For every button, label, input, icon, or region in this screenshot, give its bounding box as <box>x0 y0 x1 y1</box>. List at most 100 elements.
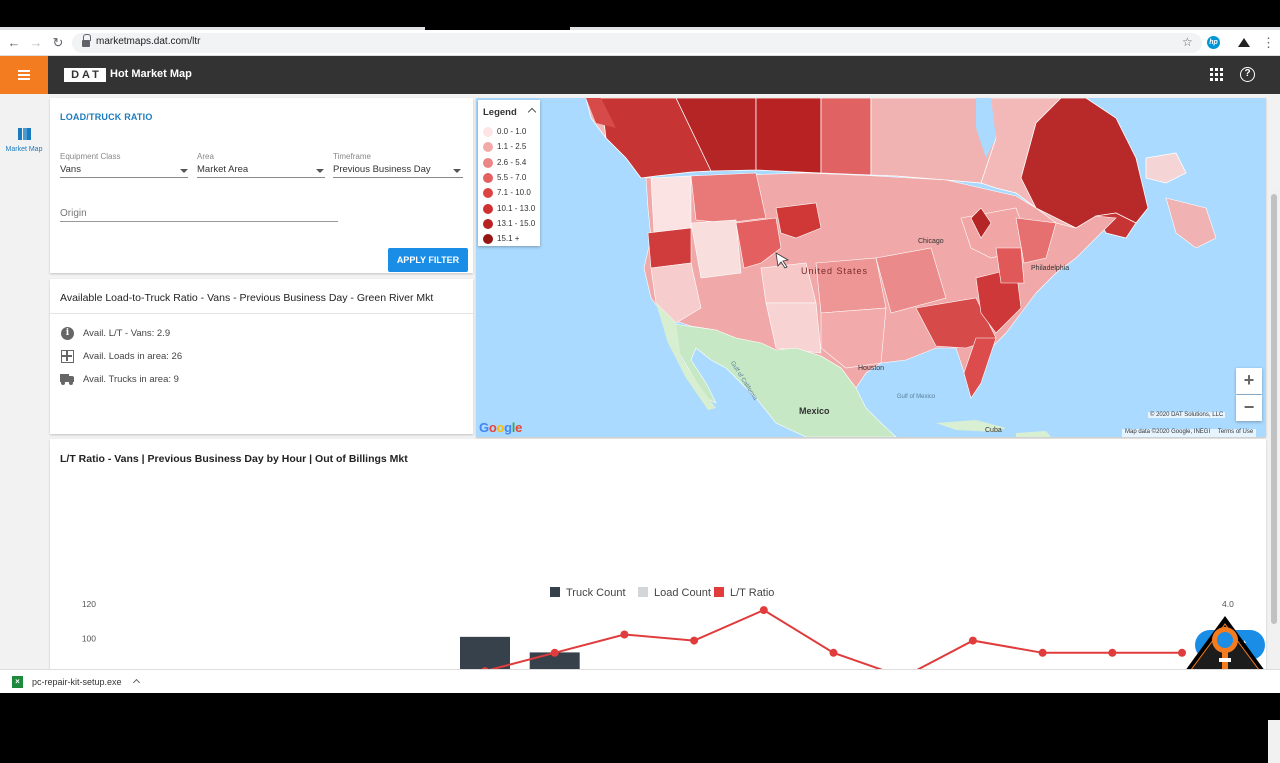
chevron-down-icon <box>453 169 461 173</box>
info-row-text: Avail. L/T - Vans: 2.9 <box>83 328 171 339</box>
forward-icon[interactable]: → <box>29 35 43 50</box>
map-label-houston: Houston <box>858 365 885 372</box>
chevron-down-icon <box>316 169 324 173</box>
scroll-thumb[interactable] <box>1271 194 1277 624</box>
chart-legend-label: Truck Count <box>566 587 626 599</box>
equipment-class-value: Vans <box>60 164 81 175</box>
section-title: LOAD/TRUCK RATIO <box>60 112 153 122</box>
info-row-text: Avail. Trucks in area: 9 <box>83 374 179 385</box>
browser-menu-icon[interactable]: ⋮ <box>1262 35 1275 50</box>
back-icon[interactable]: ← <box>7 35 21 50</box>
bar-truck-count <box>460 636 510 671</box>
legend-label: 1.1 - 2.5 <box>497 142 527 152</box>
menu-button[interactable] <box>0 56 48 94</box>
legend-label: 2.6 - 5.4 <box>497 157 527 167</box>
map-canvas[interactable] <box>476 98 1266 437</box>
hamburger-icon <box>18 70 30 72</box>
legend-label: 7.1 - 10.0 <box>497 188 531 198</box>
lt-ratio-point <box>968 636 977 645</box>
reload-icon[interactable]: ↻ <box>52 35 64 50</box>
apps-grid-icon[interactable] <box>1210 68 1224 82</box>
divider <box>50 313 473 314</box>
screen-bottom-edge <box>0 693 1280 720</box>
field-underline <box>333 177 463 178</box>
zoom-in-button[interactable]: + <box>1236 368 1262 394</box>
chevron-up-icon[interactable] <box>527 107 537 117</box>
dat-logo: DAT <box>64 68 106 82</box>
legend-swatch <box>483 188 493 199</box>
field-underline <box>60 177 188 178</box>
legend-swatch <box>483 203 493 214</box>
y2-tick-label: 4.0 <box>1222 599 1234 609</box>
download-filename[interactable]: pc-repair-kit-setup.exe <box>32 677 122 687</box>
lt-ratio-point <box>550 648 559 657</box>
chart-legend-label: L/T Ratio <box>730 587 774 599</box>
timeframe-label: Timeframe <box>333 152 371 161</box>
origin-input[interactable] <box>60 206 338 222</box>
cursor-icon <box>775 252 790 269</box>
lt-ratio-point <box>620 630 629 639</box>
hp-extension-icon[interactable]: hp <box>1207 36 1220 49</box>
y-tick-label: 120 <box>82 599 96 609</box>
chevron-up-icon[interactable] <box>132 678 141 687</box>
truck-icon <box>60 374 75 385</box>
page-scrollbar[interactable] <box>1268 188 1280 763</box>
chart-legend-swatch <box>638 587 648 597</box>
browser-tab[interactable] <box>0 27 425 30</box>
ratio-info-card: Available Load-to-Truck Ratio - Vans - P… <box>50 279 473 434</box>
channel-watermark-logo <box>1174 616 1276 686</box>
map-label-philadelphia: Philadelphia <box>1031 265 1070 272</box>
info-icon: i <box>61 327 74 340</box>
info-row-text: Avail. Loads in area: 26 <box>83 351 183 362</box>
terms-link[interactable]: Terms of Use <box>1217 429 1254 435</box>
hamburger-icon-line <box>18 74 30 76</box>
legend-label: 15.1 + <box>497 234 520 244</box>
legend-label: 5.5 - 7.0 <box>497 172 527 182</box>
lt-ratio-point <box>690 636 699 645</box>
url-text: marketmaps.dat.com/ltr <box>96 36 201 47</box>
field-underline <box>197 177 325 178</box>
equipment-class-label: Equipment Class <box>60 152 121 161</box>
lt-ratio-point <box>829 648 838 657</box>
map-label-us: United States <box>801 266 869 276</box>
legend-label: 13.1 - 15.0 <box>497 218 536 228</box>
map-label-cuba: Cuba <box>985 427 1002 434</box>
apply-filter-button[interactable]: APPLY FILTER <box>388 248 468 272</box>
filter-card: LOAD/TRUCK RATIO Equipment Class Vans Ar… <box>50 98 473 273</box>
area-label: Area <box>197 152 214 161</box>
address-bar[interactable]: marketmaps.dat.com/ltr <box>72 33 1202 53</box>
google-logo: Google <box>479 420 523 435</box>
chart-legend-swatch <box>550 587 560 597</box>
map-label-chicago: Chicago <box>918 238 944 245</box>
extension-icon[interactable] <box>1238 38 1250 47</box>
file-icon: × <box>12 676 23 688</box>
map-legend: Legend 0.0 - 1.0 1.1 - 2.5 2.6 - 5.4 5.5 - … <box>478 100 540 246</box>
market-map[interactable]: Legend 0.0 - 1.0 1.1 - 2.5 2.6 - 5.4 5.5 - … <box>476 98 1266 437</box>
browser-tab[interactable] <box>570 27 1280 30</box>
zoom-out-button[interactable]: − <box>1236 395 1262 421</box>
legend-swatch <box>483 157 493 168</box>
chart-title: L/T Ratio - Vans | Previous Business Day… <box>60 453 408 465</box>
map-copyright: © 2020 DAT Solutions, LLC <box>1148 412 1226 418</box>
chart-card: L/T Ratio - Vans | Previous Business Day… <box>50 439 1266 671</box>
grid-icon <box>61 350 74 363</box>
lt-ratio-point <box>1038 648 1047 657</box>
y-tick-label: 100 <box>82 634 96 644</box>
hamburger-icon-line <box>18 78 30 80</box>
lt-ratio-point <box>759 606 768 615</box>
app-header: DAT Hot Market Map ? <box>0 56 1280 94</box>
legend-swatch <box>483 172 493 183</box>
help-icon[interactable]: ? <box>1240 67 1255 82</box>
lt-ratio-line <box>483 608 1182 671</box>
rail-item-label: Market Map <box>5 146 43 153</box>
download-bar: × pc-repair-kit-setup.exe <box>0 669 1280 693</box>
legend-swatch <box>483 234 493 245</box>
chart-legend-swatch <box>714 587 724 597</box>
chart-legend-label: Load Count <box>654 587 711 599</box>
lock-icon <box>82 34 91 47</box>
legend-swatch <box>483 127 493 137</box>
bookmark-star-icon[interactable]: ☆ <box>1182 35 1193 49</box>
browser-tab-strip <box>0 0 1280 30</box>
